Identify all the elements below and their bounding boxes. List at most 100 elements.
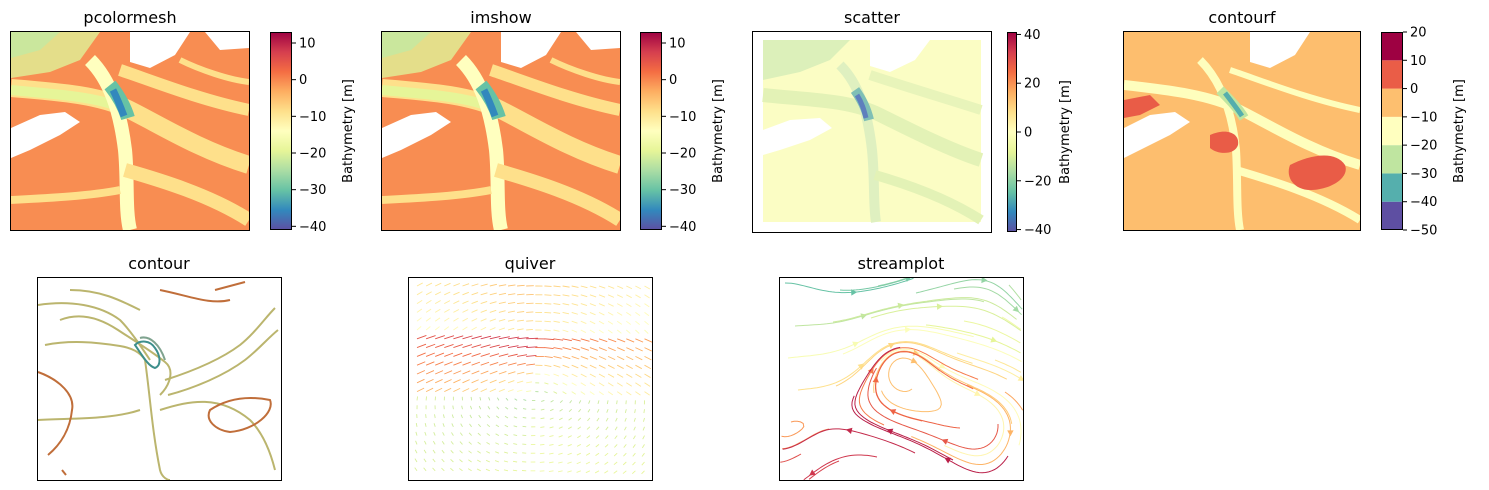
quiver-arrow xyxy=(553,320,560,323)
colorbar-tick-label: −40 xyxy=(669,220,696,235)
quiver-arrow xyxy=(485,468,490,472)
quiver-arrow xyxy=(558,417,563,421)
quiver-arrow xyxy=(553,311,561,314)
quiver-arrow xyxy=(489,283,498,287)
quiver-arrow xyxy=(489,309,497,313)
quiver-arrow xyxy=(604,444,609,448)
quiver-arrow xyxy=(580,355,589,360)
quiver-arrow xyxy=(450,441,454,445)
quiver-arrow xyxy=(626,391,632,396)
quiver-arrow xyxy=(504,424,509,428)
quiver-arrow xyxy=(507,345,519,349)
quiver-arrow xyxy=(567,461,572,464)
quiver-arrow xyxy=(571,338,581,342)
quiver-arrow xyxy=(567,443,572,447)
quiver-arrow xyxy=(606,400,609,405)
quiver-arrow xyxy=(571,355,580,360)
quiver-arrow xyxy=(580,364,588,369)
quiver-arrow xyxy=(644,364,652,370)
quiver-arrow xyxy=(423,467,427,472)
quiver-arrow xyxy=(558,461,563,464)
quiver-title: quiver xyxy=(505,254,556,273)
colorbar-tick-label: 20 xyxy=(1410,26,1427,41)
quiver-arrow xyxy=(450,450,454,454)
quiver-arrow xyxy=(517,311,525,313)
quiver-arrow xyxy=(571,347,581,351)
quiver-arrow xyxy=(450,458,454,463)
colorbar-band xyxy=(1381,145,1403,174)
quiver-arrow xyxy=(471,335,482,340)
quiver-arrow xyxy=(471,309,478,313)
quiver-arrow xyxy=(626,355,634,361)
quiver-arrow xyxy=(513,416,518,419)
quiver-arrow xyxy=(453,309,460,313)
quiver-arrow xyxy=(644,312,650,317)
quiver-arrow xyxy=(626,285,633,290)
quiver-arrow xyxy=(562,355,571,360)
stream-arrowhead xyxy=(990,336,998,343)
quiver-arrow xyxy=(622,470,627,474)
quiver-arrow xyxy=(553,338,564,341)
quiver-arrow xyxy=(441,449,445,454)
quiver-arrow xyxy=(498,284,507,287)
stream-line xyxy=(881,357,942,413)
quiver-arrow xyxy=(434,300,441,304)
quiver-arrow xyxy=(434,317,441,322)
quiver-arrow xyxy=(451,423,454,427)
quiver-arrow xyxy=(424,431,427,436)
quiver-arrow xyxy=(517,328,524,331)
stream-line xyxy=(880,348,1022,446)
quiver-arrow xyxy=(571,320,578,324)
quiver-arrow xyxy=(416,387,425,393)
colorbar-tick-label: 0 xyxy=(1024,126,1032,141)
quiver-frame xyxy=(408,277,653,481)
quiver-arrow xyxy=(441,440,445,445)
quiver-arrow xyxy=(644,329,649,334)
quiver-arrow xyxy=(470,405,473,410)
streamplot-panel: streamplot xyxy=(780,254,1023,480)
quiver-arrow xyxy=(442,414,445,419)
quiver-arrow xyxy=(416,308,423,313)
stream-line xyxy=(915,279,1023,310)
quiver-arrow xyxy=(550,400,554,403)
quiver-arrow xyxy=(596,408,600,413)
quiver-arrow xyxy=(558,435,563,438)
quiver-arrow xyxy=(444,343,454,349)
quiver-arrow xyxy=(544,382,549,385)
quiver-arrow xyxy=(567,435,572,438)
quiver-arrow xyxy=(586,435,591,439)
quiver-arrow xyxy=(471,283,479,287)
colorbar-gradient xyxy=(270,32,292,230)
colorbar-tick-label: 40 xyxy=(1024,28,1041,43)
quiver-arrow xyxy=(544,329,551,332)
quiver-arrow xyxy=(517,284,525,287)
stream-line xyxy=(787,325,974,359)
quiver-arrow xyxy=(504,442,509,445)
quiver-arrow xyxy=(416,378,425,384)
quiver-arrow xyxy=(435,335,445,340)
quiver-arrow xyxy=(623,444,627,448)
quiver-arrow xyxy=(595,435,600,439)
stream-arrowhead xyxy=(941,438,949,445)
quiver-arrow xyxy=(489,292,497,296)
quiver-arrow xyxy=(495,442,500,445)
colorbar-tick-label: −10 xyxy=(299,110,326,125)
quiver-arrow xyxy=(589,391,595,396)
quiver-arrow xyxy=(595,444,600,448)
quiver-arrow xyxy=(435,361,444,366)
contour-title: contour xyxy=(128,254,190,273)
quiver-arrow xyxy=(526,390,532,393)
stream-line xyxy=(781,420,805,438)
quiver-arrow xyxy=(616,373,624,378)
quiver-arrow xyxy=(641,452,645,457)
quiver-arrow xyxy=(562,303,570,306)
quiver-arrow xyxy=(607,312,614,316)
quiver-arrow xyxy=(548,461,554,464)
quiver-arrow xyxy=(480,353,490,357)
quiver-arrow xyxy=(598,303,605,307)
quiver-arrow xyxy=(633,417,636,422)
quiver-arrow xyxy=(416,335,427,340)
quiver-arrow xyxy=(558,426,563,429)
quiver-arrow xyxy=(416,299,423,304)
quiver-arrow xyxy=(626,373,633,378)
